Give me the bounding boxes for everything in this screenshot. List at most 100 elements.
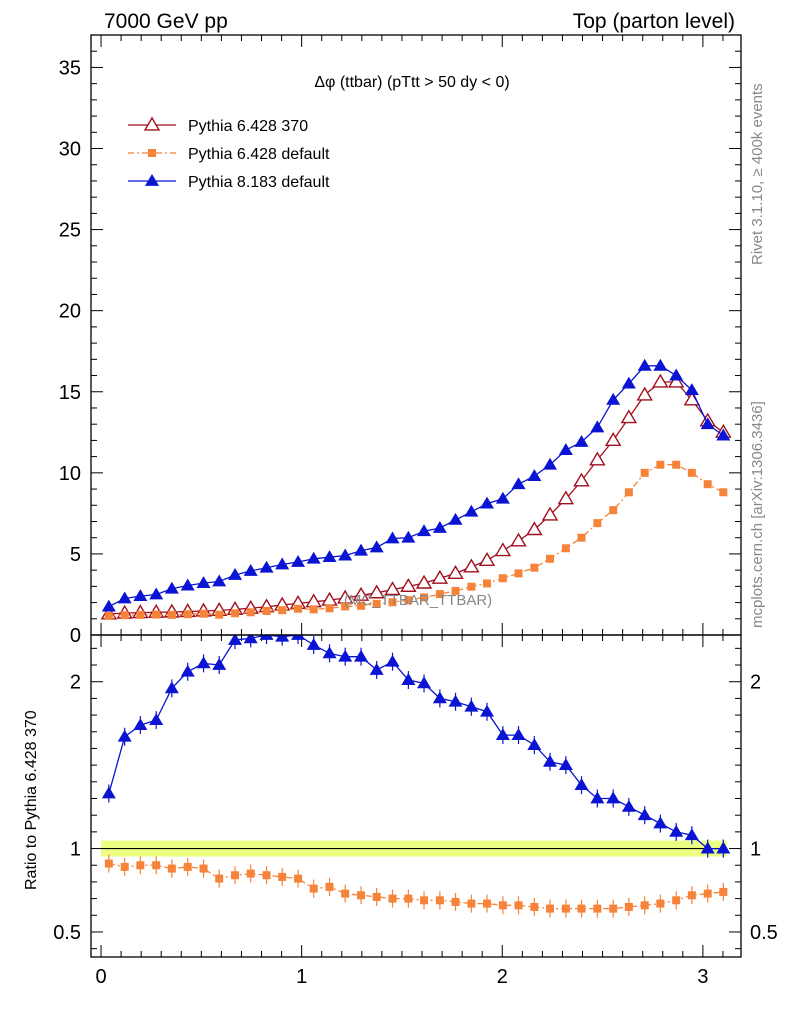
header-right: Top (parton level) — [573, 10, 735, 33]
data-point — [495, 728, 510, 741]
data-point — [637, 808, 652, 821]
data-point — [604, 432, 622, 447]
data-point — [719, 488, 728, 497]
data-point — [149, 587, 164, 600]
legend: Pythia 6.428 370 Pythia 6.428 default Pyth… — [128, 116, 330, 191]
legend-label: Pythia 8.183 default — [188, 174, 330, 191]
data-point — [577, 904, 586, 913]
data-point — [212, 658, 227, 670]
y-tick-label: 1 — [70, 839, 81, 861]
data-point — [133, 718, 148, 730]
data-point — [341, 602, 350, 611]
data-point — [183, 862, 192, 871]
data-point — [636, 386, 653, 401]
data-point — [420, 896, 429, 905]
data-point — [527, 469, 542, 481]
data-point — [180, 664, 195, 677]
data-point — [432, 520, 447, 533]
data-point — [368, 584, 385, 599]
data-point — [606, 791, 621, 804]
data-point — [294, 874, 303, 883]
data-point — [259, 560, 274, 573]
data-point — [354, 543, 369, 556]
data-point — [325, 604, 334, 613]
data-point — [467, 582, 476, 591]
y-tick-label: 35 — [59, 57, 81, 79]
data-point — [228, 635, 243, 645]
data-point — [700, 841, 715, 854]
data-point — [101, 786, 116, 799]
plot-area — [100, 358, 732, 620]
data-point — [369, 663, 384, 675]
data-point — [703, 889, 712, 898]
data-point — [684, 383, 699, 396]
series-line — [108, 862, 724, 910]
data-point — [136, 861, 145, 870]
data-point — [624, 902, 633, 911]
data-point — [183, 610, 192, 619]
series-pythia-6-428-370 — [100, 373, 732, 620]
series-line — [108, 381, 724, 615]
data-point — [464, 504, 479, 517]
data-point — [483, 579, 492, 588]
data-point — [558, 758, 573, 771]
data-point — [667, 373, 685, 388]
data-point — [621, 799, 636, 812]
data-point — [498, 574, 507, 583]
axis-ticks — [91, 34, 741, 636]
data-point — [435, 896, 444, 905]
data-point — [372, 599, 381, 608]
data-point — [593, 519, 602, 528]
data-point — [543, 457, 558, 470]
data-point — [404, 894, 413, 903]
data-point — [432, 691, 447, 704]
data-point — [511, 728, 526, 741]
data-point — [212, 574, 227, 587]
series-line — [108, 635, 724, 850]
data-point — [640, 468, 649, 477]
data-point — [338, 649, 353, 662]
data-point — [306, 638, 321, 650]
data-point — [527, 738, 542, 751]
data-point — [526, 521, 543, 536]
data-point — [719, 887, 728, 896]
ratio-y-axis-label: Ratio to Pythia 6.428 370 — [23, 710, 40, 890]
data-point — [228, 568, 243, 580]
plot-area — [101, 635, 731, 918]
y-tick-label-right: 2 — [750, 672, 761, 694]
mcplots-label: mcplots.cern.ch [arXiv:1306.3436] — [749, 401, 766, 628]
data-point — [104, 611, 113, 620]
data-point — [480, 704, 495, 717]
data-point — [120, 862, 129, 871]
data-point — [149, 713, 164, 725]
data-point — [451, 586, 460, 595]
data-point — [400, 577, 417, 592]
data-point — [687, 468, 696, 477]
series-pythia-8-183-default — [101, 358, 731, 612]
data-point — [404, 596, 413, 605]
data-point — [574, 435, 589, 447]
data-point — [511, 477, 526, 490]
data-point — [447, 564, 464, 579]
data-point — [199, 609, 208, 618]
y-tick-label: 5 — [70, 544, 81, 566]
data-point — [385, 654, 400, 667]
data-point — [164, 581, 179, 594]
data-point — [558, 443, 573, 456]
data-point — [309, 605, 318, 614]
data-point — [246, 869, 255, 878]
data-point — [354, 649, 369, 662]
data-point — [684, 828, 699, 841]
data-point — [275, 557, 290, 570]
data-point — [624, 488, 633, 497]
data-point — [117, 729, 132, 742]
data-point — [653, 816, 668, 829]
data-point — [557, 490, 575, 505]
data-point — [152, 861, 161, 870]
data-point — [215, 874, 224, 883]
x-tick-label: 0 — [95, 966, 106, 988]
data-point — [196, 576, 211, 589]
data-point — [590, 420, 605, 433]
series-line — [108, 464, 724, 617]
